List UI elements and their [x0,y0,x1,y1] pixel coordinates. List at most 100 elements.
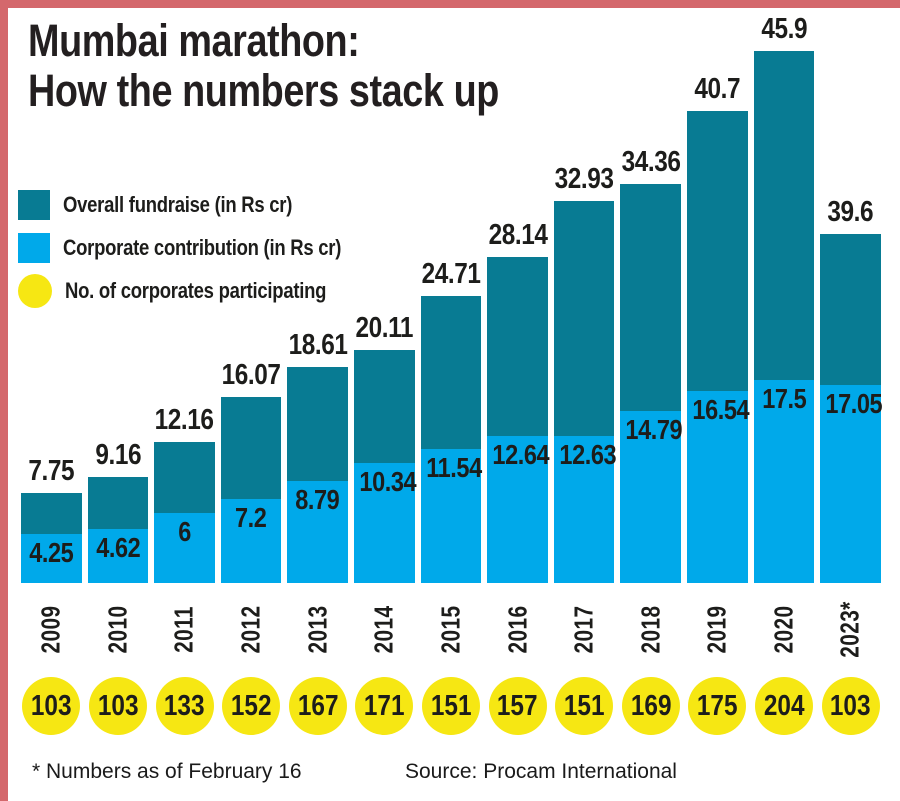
participants-badge: 103 [88,677,147,735]
total-value-label: 9.16 [91,439,145,472]
title-line-1: Mumbai marathon: [28,15,360,66]
participants-count-text: 169 [630,689,672,722]
participants-cell-2020: 204 [754,677,815,735]
participants-badge: 167 [288,677,347,735]
corporate-value-label: 7.2 [221,499,282,534]
participants-badge: 151 [555,677,614,735]
year-cell-2010: 2010 [88,583,149,675]
total-value-text: 40.7 [694,73,741,105]
total-value-label: 18.61 [283,329,353,362]
total-value-text: 9.16 [95,439,141,471]
total-value-text: 24.71 [421,258,481,290]
bar-column-2010: 9.16 4.62 [87,439,149,583]
legend-item-overall-fundraise: Overall fundraise (in Rs cr) [18,190,394,220]
stacked-bar-chart: 7.75 4.25 9.16 4.62 12.16 6 16.07 7.2 18.61 8.79 2… [21,8,883,737]
participants-count: 151 [427,690,475,723]
corporate-value-label: 8.79 [287,481,348,516]
participants-cell-2015: 151 [421,677,482,735]
year-cell-2016: 2016 [487,583,548,675]
year-label: 2019 [701,605,732,653]
corporate-value-text: 12.64 [492,439,550,470]
corporate-value-text: 16.54 [692,394,750,425]
corporate-contribution-bar: 4.62 [87,529,149,583]
corporate-value-text: 4.25 [29,537,74,568]
bar-column-2018: 34.36 14.79 [620,146,683,583]
legend-label-corporate-contribution: Corporate contribution (in Rs cr) [63,235,342,260]
participants-cell-2016: 157 [487,677,548,735]
participants-count-text: 151 [563,689,605,722]
total-value-text: 18.61 [288,329,348,361]
total-value-text: 32.93 [554,163,614,195]
year-label: 2017 [568,605,599,653]
total-value-label: 34.36 [616,146,686,179]
corporate-contribution-bar: 14.79 [620,411,683,583]
participants-circle-icon [18,274,52,308]
participants-badge: 157 [488,677,547,735]
participants-count: 133 [160,690,208,723]
year-cell-2017: 2017 [554,583,615,675]
bar-column-2012: 16.07 7.2 [220,359,282,583]
year-cell-2014: 2014 [354,583,415,675]
participants-cell-2018: 169 [620,677,681,735]
corporate-value-label: 4.25 [21,534,82,569]
corporate-value-text: 17.05 [825,388,883,419]
year-label: 2014 [368,605,399,653]
year-cell-2013: 2013 [287,583,348,675]
year-label: 2010 [102,605,133,653]
corporate-contribution-swatch-icon [18,233,50,263]
legend-item-participants: No. of corporates participating [18,274,394,308]
footnote: * Numbers as of February 16 [32,760,302,783]
corporate-value-label: 12.63 [554,436,616,471]
year-label: 2023* [835,600,866,658]
participants-badge: 103 [22,677,81,735]
corporate-contribution-bar: 8.79 [287,481,349,583]
corporate-value-label: 4.62 [88,529,149,564]
year-label: 2018 [635,605,666,653]
corporate-value-label: 14.79 [620,411,683,446]
year-label: 2011 [169,605,200,653]
bar-column-2014: 20.11 10.34 [354,312,417,583]
participants-count-text: 167 [297,689,339,722]
corporate-value-label: 12.64 [487,436,550,471]
corporate-value-label: 16.54 [687,391,750,426]
participants-count: 151 [560,690,608,723]
bar-column-2011: 12.16 6 [154,404,215,583]
corporate-contribution-bar: 4.25 [21,534,82,583]
overall-fundraise-bar: 8.79 [287,367,349,583]
corporate-value-label: 17.05 [820,385,883,420]
participants-count: 204 [760,690,808,723]
overall-fundraise-swatch-icon [18,190,50,220]
overall-fundraise-bar: 17.05 [820,234,883,583]
participants-count-text: 152 [230,689,272,722]
participants-count: 169 [627,690,675,723]
corporate-contribution-bar: 12.64 [487,436,550,583]
participants-count-text: 157 [497,689,538,722]
total-value-text: 34.36 [621,146,681,178]
year-cell-2009: 2009 [21,583,82,675]
overall-fundraise-bar: 12.63 [553,201,616,583]
participants-count: 167 [294,690,342,723]
total-value-label: 12.16 [149,404,219,437]
bar-column-2020: 45.9 17.5 [753,13,815,583]
bar-column-2016: 28.14 12.64 [487,219,550,583]
footer: * Numbers as of February 16 Source: Proc… [32,756,872,790]
overall-fundraise-bar: 11.54 [420,296,482,583]
participants-badge: 204 [755,677,813,735]
bars-row: 7.75 4.25 9.16 4.62 12.16 6 16.07 7.2 18.61 8.79 2… [21,8,883,583]
corporate-value-label: 17.5 [754,380,815,415]
total-value-label: 24.71 [416,258,486,291]
corporate-contribution-bar: 6 [154,513,215,583]
source-credit: Source: Procam International [405,760,677,783]
total-value-text: 45.9 [761,13,807,45]
overall-fundraise-bar: 6 [154,442,215,583]
total-value-text: 20.11 [355,312,414,344]
total-value-text: 39.6 [827,196,874,228]
participants-badge: 152 [222,677,281,735]
total-value-label: 40.7 [690,73,744,106]
participants-count: 103 [826,690,874,723]
year-label: 2016 [502,605,533,653]
year-cell-2020: 2020 [754,583,815,675]
participants-cell-2009: 103 [21,677,82,735]
corporate-value-label: 11.54 [421,449,482,484]
